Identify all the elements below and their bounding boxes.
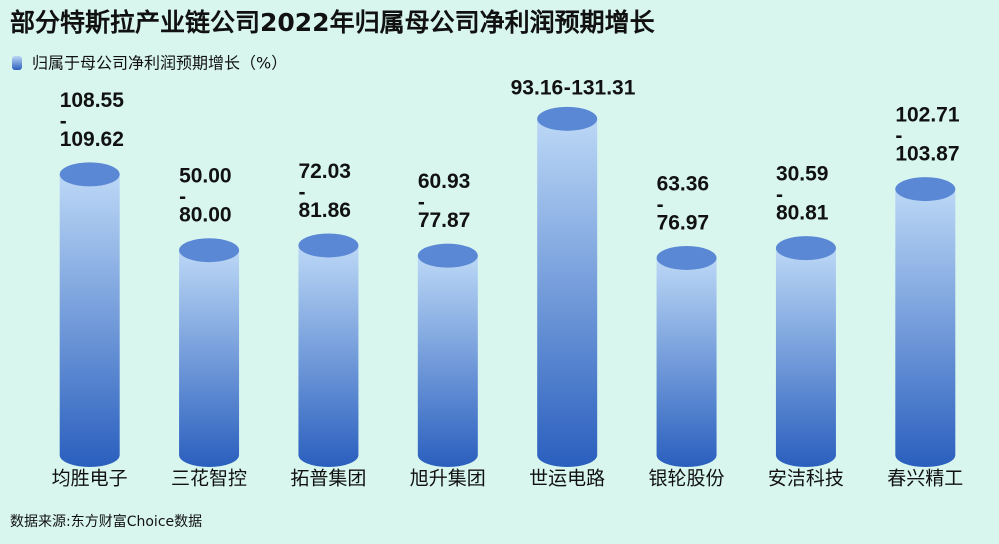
value-label: 109.62 — [60, 128, 124, 151]
value-label: 50.00 — [179, 165, 232, 188]
cylinder-body — [59, 174, 120, 467]
cylinder-top — [179, 238, 240, 263]
value-label-separator: - — [179, 186, 186, 209]
value-label: 63.36 — [657, 173, 710, 196]
value-label: 30.59 — [776, 163, 829, 186]
value-label: 77.87 — [418, 209, 471, 232]
x-tick-label: 均胜电子 — [52, 468, 128, 490]
chart-title: 部分特斯拉产业链公司2022年归属母公司净利润预期增长 — [10, 8, 656, 37]
value-label: 76.97 — [657, 212, 710, 235]
legend-icon — [12, 56, 22, 70]
value-label: 72.03 — [298, 160, 351, 183]
cylinder-top — [537, 106, 598, 131]
value-label-separator: - — [564, 76, 571, 99]
cylinder-body — [775, 248, 836, 467]
value-label-separator: - — [895, 125, 902, 148]
cylinder-body — [179, 250, 240, 467]
cylinder-body — [895, 189, 956, 467]
x-tick-label: 安洁科技 — [768, 468, 844, 490]
cylinder-body — [537, 118, 598, 467]
cylinder-top — [417, 243, 478, 268]
value-label: 60.93 — [418, 170, 471, 193]
value-label: 131.31 — [571, 76, 636, 99]
cylinder-top — [656, 245, 717, 270]
cylinder-body — [656, 257, 717, 467]
value-label-separator: - — [776, 184, 783, 207]
value-label-separator: - — [298, 181, 305, 204]
cylinder-top — [59, 162, 120, 187]
x-tick-label: 拓普集团 — [290, 468, 366, 490]
value-label: 93.16 — [511, 76, 564, 99]
cylinder-top — [775, 236, 836, 261]
cylinder-top — [895, 177, 956, 202]
value-label: 102.71 — [895, 104, 960, 127]
cylinder-body — [298, 245, 359, 467]
legend-label: 归属于母公司净利润预期增长（%） — [32, 54, 287, 73]
value-label-separator: - — [60, 110, 67, 133]
x-tick-label: 春兴精工 — [887, 468, 963, 490]
value-label: 80.81 — [776, 202, 829, 225]
x-tick-label: 世运电路 — [529, 468, 605, 490]
x-tick-label: 银轮股份 — [649, 468, 725, 490]
source-note: 数据来源:东方财富Choice数据 — [10, 513, 202, 530]
x-tick-label: 旭升集团 — [410, 468, 486, 490]
value-label: 108.55 — [60, 89, 125, 112]
cylinder-top — [298, 233, 359, 258]
x-tick-label: 三花智控 — [171, 468, 247, 490]
value-label-separator: - — [657, 194, 664, 217]
value-label: 80.00 — [179, 204, 232, 227]
value-label: 81.86 — [298, 199, 351, 222]
value-label-separator: - — [418, 191, 425, 214]
cylinder-body — [417, 255, 478, 467]
value-label: 103.87 — [895, 143, 959, 166]
